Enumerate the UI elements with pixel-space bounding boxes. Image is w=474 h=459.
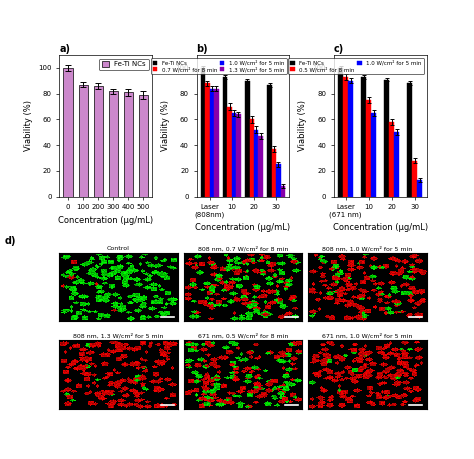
X-axis label: Concentration (μg/mL): Concentration (μg/mL): [195, 223, 291, 232]
Title: Control: Control: [107, 246, 130, 251]
Bar: [366, 100, 371, 196]
Legend: Fe-Ti NCs: Fe-Ti NCs: [99, 59, 148, 70]
Bar: [371, 113, 376, 196]
Bar: [389, 122, 394, 196]
Title: 808 nm, 1.0 W/cm² for 5 min: 808 nm, 1.0 W/cm² for 5 min: [322, 246, 412, 251]
Bar: [258, 136, 263, 196]
Bar: [394, 132, 399, 196]
Bar: [214, 89, 219, 196]
Bar: [79, 84, 88, 196]
Bar: [250, 119, 254, 196]
Bar: [417, 180, 422, 196]
Bar: [93, 86, 102, 196]
Bar: [109, 91, 118, 196]
Bar: [124, 92, 133, 196]
Bar: [267, 84, 272, 196]
Bar: [210, 89, 214, 196]
Text: b): b): [197, 45, 208, 54]
Bar: [139, 95, 148, 196]
Legend: Fe-Ti NCs, 0.5 W/cm² for 8 min, 1.0 W/cm² for 5 min: Fe-Ti NCs, 0.5 W/cm² for 8 min, 1.0 W/cm…: [288, 58, 424, 74]
Bar: [361, 77, 366, 196]
Text: c): c): [334, 45, 344, 54]
Title: 671 nm, 1.0 W/cm² for 5 min: 671 nm, 1.0 W/cm² for 5 min: [322, 333, 412, 338]
Y-axis label: Viability (%): Viability (%): [298, 101, 307, 151]
Bar: [338, 68, 343, 196]
Bar: [64, 68, 73, 196]
Bar: [412, 161, 417, 196]
Bar: [232, 113, 236, 196]
Bar: [228, 106, 232, 196]
Bar: [254, 129, 258, 196]
Title: 808 nm, 1.3 W/cm² for 5 min: 808 nm, 1.3 W/cm² for 5 min: [73, 333, 164, 338]
Bar: [272, 149, 276, 196]
Y-axis label: Viability (%): Viability (%): [161, 101, 170, 151]
X-axis label: Concentration (μg/mL): Concentration (μg/mL): [333, 223, 428, 232]
Bar: [236, 114, 241, 196]
Title: 808 nm, 0.7 W/cm² for 8 min: 808 nm, 0.7 W/cm² for 8 min: [198, 246, 288, 251]
Text: d): d): [5, 236, 16, 246]
Bar: [245, 81, 250, 196]
Bar: [201, 68, 205, 196]
Bar: [407, 84, 412, 196]
Bar: [276, 164, 281, 196]
Bar: [348, 81, 353, 196]
Bar: [205, 84, 210, 196]
Bar: [343, 77, 348, 196]
Legend: Fe-Ti NCs, 0.7 W/cm² for 8 min, 1.0 W/cm² for 5 min, 1.3 W/cm² for 5 min: Fe-Ti NCs, 0.7 W/cm² for 8 min, 1.0 W/cm…: [151, 58, 286, 74]
Bar: [223, 77, 228, 196]
Text: a): a): [59, 45, 70, 54]
Bar: [281, 186, 285, 196]
Y-axis label: Viability (%): Viability (%): [24, 101, 33, 151]
X-axis label: Concentration (μg/mL): Concentration (μg/mL): [58, 216, 153, 225]
Bar: [384, 79, 389, 196]
Title: 671 nm, 0.5 W/cm² for 8 min: 671 nm, 0.5 W/cm² for 8 min: [198, 333, 288, 338]
